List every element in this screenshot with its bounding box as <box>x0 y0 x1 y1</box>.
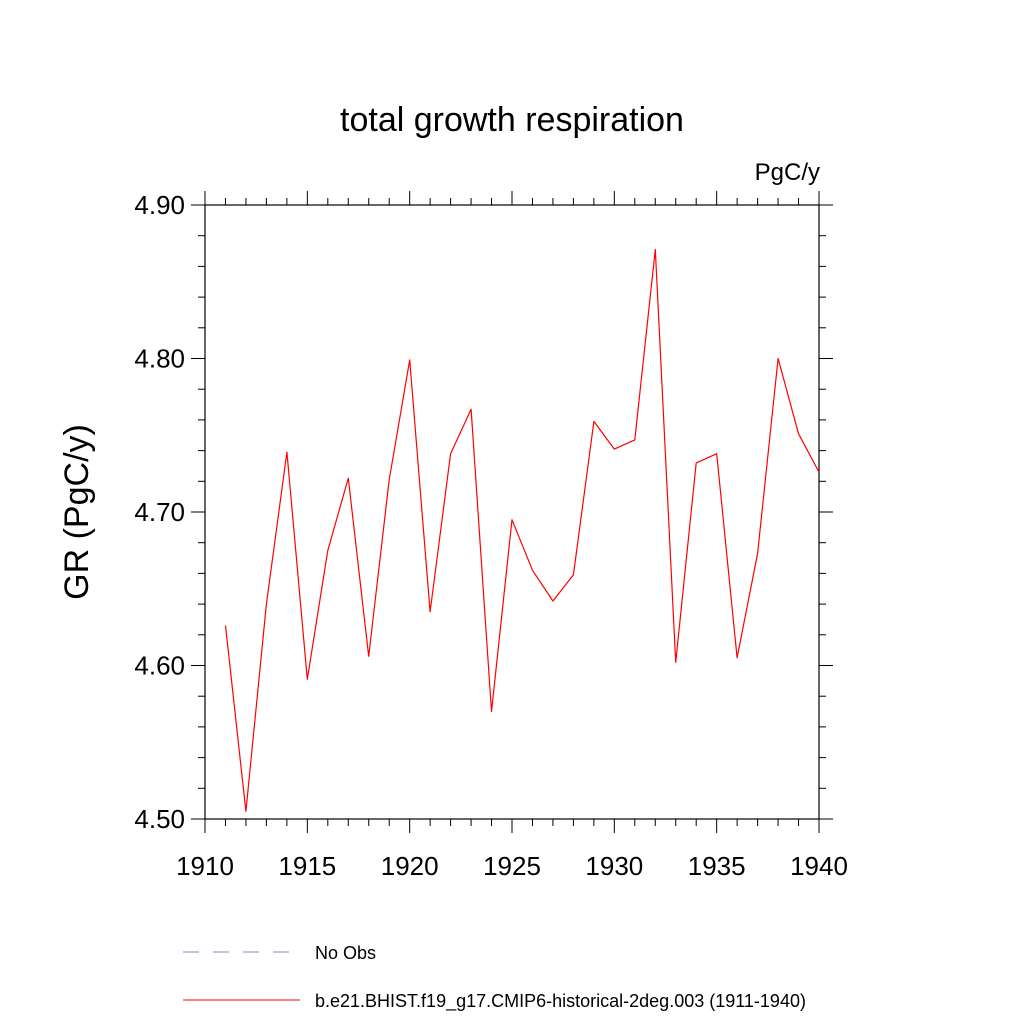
x-tick-label: 1920 <box>381 851 439 881</box>
series-layer <box>224 248 820 812</box>
chart-title: total growth respiration <box>340 101 684 139</box>
y-tick-label: 4.70 <box>134 497 185 527</box>
axis-ticks <box>191 191 833 833</box>
legend-entry-label: No Obs <box>315 943 376 963</box>
x-tick-label: 1940 <box>790 851 848 881</box>
y-tick-label: 4.60 <box>134 651 185 681</box>
plot-frame <box>204 204 820 820</box>
y-tick-label: 4.90 <box>134 190 185 220</box>
legend: No Obs b.e21.BHIST.f19_g17.CMIP6-historic… <box>183 943 806 1012</box>
x-tick-label: 1935 <box>688 851 746 881</box>
x-tick-label: 1915 <box>278 851 336 881</box>
y-tick-label: 4.50 <box>134 804 185 834</box>
y-tick-label: 4.80 <box>134 344 185 374</box>
x-tick-label: 1925 <box>483 851 541 881</box>
x-tick-label: 1910 <box>176 851 234 881</box>
legend-entry-label: b.e21.BHIST.f19_g17.CMIP6-historical-2de… <box>315 991 806 1012</box>
y-axis-label: GR (PgC/y) <box>58 424 96 600</box>
series-line <box>224 248 820 812</box>
axis-tick-labels: 1910 1915 1920 1925 1930 1935 1940 4.50 4.60 4.70… <box>134 190 848 881</box>
x-tick-label: 1930 <box>585 851 643 881</box>
chart-units-label: PgC/y <box>755 159 820 186</box>
